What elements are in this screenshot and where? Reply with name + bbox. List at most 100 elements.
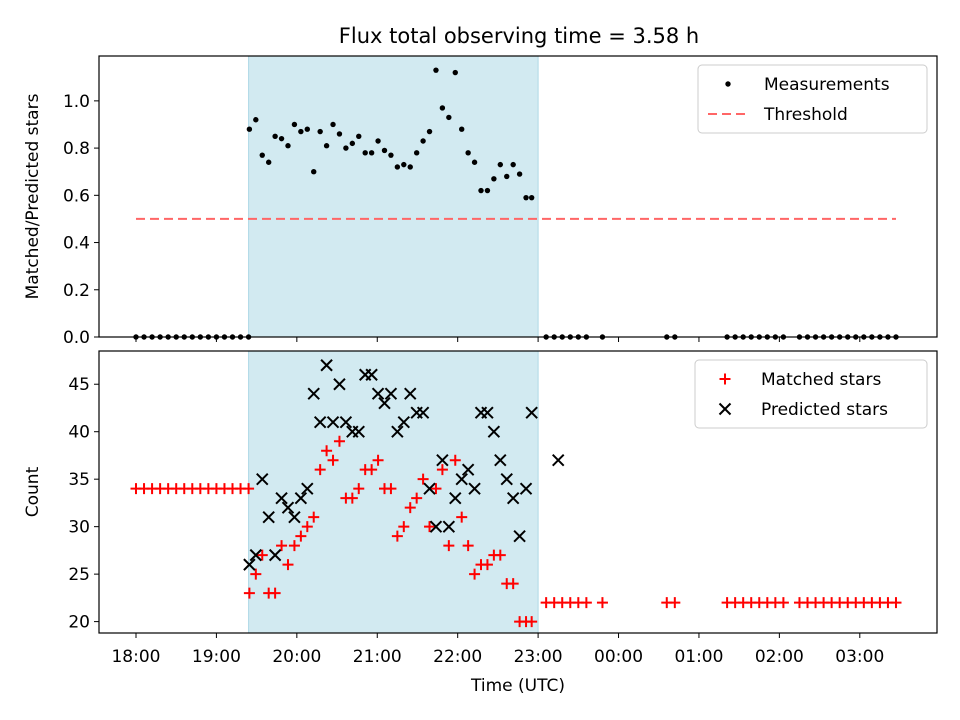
legend-measurements-swatch [725,81,731,87]
matched-star-point [669,597,681,609]
measurement-point [356,133,362,139]
predicted-star-point [481,406,494,419]
measurement-point [491,176,497,182]
legend-label: Measurements [764,75,890,95]
predicted-star-point [391,425,404,438]
measurement-point [407,164,413,170]
legend-box [694,359,928,429]
predicted-star-point [333,378,346,391]
predicted-star-point [352,425,365,438]
predicted-star-point [378,397,391,410]
predicted-star-point [365,368,378,381]
bottom-y-axis-label: Count [23,466,43,517]
predicted-star-point [268,548,282,562]
y-tick-label: 45 [68,375,90,395]
bottom-y-axis: 20 25 30 35 40 45 [68,375,99,633]
matched-star-point [243,483,255,495]
matched-star-point [333,435,345,447]
x-tick-label: 03:00 [835,647,884,667]
measurement-point [516,171,523,177]
matched-star-point [295,530,307,542]
matched-star-point [596,597,608,609]
top-panel-frame [98,55,938,338]
measurement-point [528,194,535,201]
matched-star-point [398,521,410,533]
measurement-point [439,105,446,111]
x-tick-label: 20:00 [272,647,321,667]
measurement-point [336,131,343,137]
predicted-star-point [397,416,411,429]
y-tick-label: 40 [68,423,90,443]
predicted-star-point [519,482,533,495]
x-tick-label: 23:00 [514,647,563,667]
matched-star-point [256,549,268,561]
matched-star-point [282,559,294,571]
y-tick-label: 20 [68,613,90,633]
predicted-star-point [371,387,385,400]
x-tick-label: 21:00 [353,647,402,667]
measurement-point [465,150,471,156]
predicted-star-point [384,387,398,400]
matched-star-point [288,540,300,552]
y-tick-label: 0.6 [63,186,90,206]
measurement-point [285,143,291,149]
predicted-star-point [429,520,443,533]
matched-star-point [353,483,365,495]
bottom-x-axis: 18:00 19:00 20:00 21:00 22:00 23:00 00:00 01:00… [111,633,884,667]
matched-star-point [777,597,789,609]
matched-star-point [417,473,429,485]
measurement-point [381,147,388,154]
measurement-point [362,150,368,156]
measurement-point [394,164,401,170]
measurement-point [497,161,504,168]
measurement-point [446,114,452,121]
matched-star-point [890,597,902,609]
top-x-ticks [135,337,861,342]
predicted-star-point [513,529,526,543]
predicted-star-point [249,548,263,562]
measurement-point [291,121,298,128]
predicted-star-point [436,453,449,467]
predicted-star-point [468,482,481,495]
bottom-panel-frame [98,350,938,634]
matched-star-point [327,454,339,466]
measurement-point [413,150,420,156]
measurement-point [259,152,265,158]
measurement-point [452,69,458,76]
matched-star-point [456,511,468,523]
matched-star-point [276,540,288,552]
predicted-star-point [256,472,269,486]
measurement-point [343,145,349,151]
x-tick-label: 22:00 [433,647,482,667]
measurement-point [401,161,407,168]
measurement-point [420,138,426,144]
x-tick-label: 18:00 [111,647,160,667]
bottom-panel: 20 25 30 35 40 45 18:00 19:00 20:00 21:00 22:00 23… [23,350,938,696]
predicted-star-point [461,463,475,476]
matched-star-point [308,511,320,523]
top-panel: 0.0 0.2 0.4 0.6 0.8 1.0 Matched/Predicted sta… [23,55,938,348]
matched-star-point [507,578,519,590]
matched-star-point [314,464,326,476]
matched-star-point [269,587,281,599]
predicted-star-point [416,406,430,419]
measurement-point [246,126,253,132]
matched-star-point [391,530,403,542]
chart-title: Flux total observing time = 3.58 h [339,24,699,48]
bottom-legend: Matched stars Predicted stars [694,359,928,429]
measurement-point [510,161,516,168]
measurement-point [323,143,330,149]
matched-star-point [301,521,313,533]
matched-star-point [346,492,358,504]
predicted-star-point [294,491,308,505]
matched-star-point [366,464,378,476]
y-tick-label: 0.8 [63,139,90,159]
matched-star-point [443,540,455,552]
legend-predicted-swatch [718,402,732,416]
measurement-point [478,187,484,194]
observing-window-shade-bottom [248,350,539,634]
matched-star-point [411,492,423,504]
top-legend: Measurements Threshold [697,64,928,134]
measurement-point [253,117,259,123]
